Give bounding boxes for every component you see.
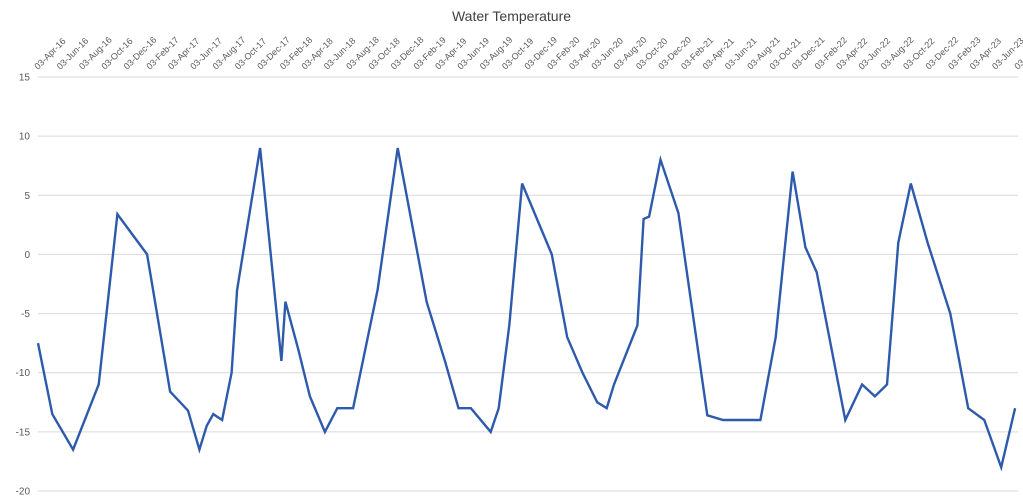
y-tick-label: 5 <box>24 191 30 202</box>
y-tick-label: -5 <box>21 309 30 320</box>
chart-title: Water Temperature <box>451 8 572 24</box>
y-tick-label: 10 <box>19 132 31 143</box>
series-line <box>36 147 1017 472</box>
y-tick-label: 15 <box>19 73 31 84</box>
y-tick-label: -20 <box>16 487 31 498</box>
y-tick-label: -10 <box>16 368 31 379</box>
y-tick-label: -15 <box>16 427 31 438</box>
y-tick-label: 0 <box>24 250 30 261</box>
